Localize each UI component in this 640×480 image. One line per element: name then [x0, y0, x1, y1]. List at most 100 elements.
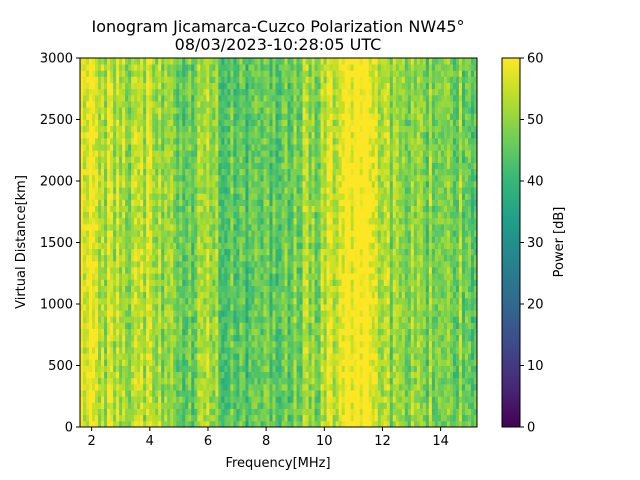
heatmap-cell [119, 396, 123, 403]
heatmap-cell [242, 260, 246, 268]
heatmap-cell [80, 94, 84, 102]
heatmap-cell [164, 396, 168, 403]
heatmap-cell [170, 236, 174, 243]
heatmap-cell [104, 396, 108, 403]
heatmap-cell [275, 285, 279, 293]
heatmap-cell [113, 297, 117, 305]
heatmap-cell [104, 328, 108, 336]
heatmap-cell [293, 377, 297, 385]
heatmap-cell [329, 420, 334, 427]
heatmap-cell [287, 156, 291, 163]
heatmap-cell [314, 224, 318, 231]
heatmap-cell [257, 304, 261, 311]
heatmap-cell [227, 107, 231, 114]
heatmap-cell [287, 402, 291, 409]
heatmap-cell [158, 211, 162, 219]
heatmap-cell [272, 242, 276, 250]
heatmap-cell [260, 279, 264, 286]
heatmap-cell [224, 162, 228, 170]
heatmap-cell [146, 70, 150, 77]
heatmap-cell [239, 273, 243, 280]
heatmap-cell [122, 242, 126, 250]
heatmap-cell [194, 377, 198, 385]
heatmap-cell [155, 248, 159, 256]
heatmap-cell [125, 328, 129, 336]
heatmap-cell [209, 131, 213, 139]
heatmap-cell [110, 414, 114, 422]
heatmap-cell [212, 131, 216, 139]
heatmap-cell [230, 242, 234, 250]
heatmap-cell [263, 328, 267, 336]
heatmap-cell [302, 199, 306, 206]
heatmap-cell [263, 236, 267, 243]
heatmap-cell [326, 420, 331, 427]
heatmap-cell [257, 101, 261, 108]
heatmap-cell [149, 402, 153, 409]
heatmap-cell [200, 402, 204, 409]
heatmap-cell [107, 279, 111, 286]
heatmap-cell [272, 236, 276, 243]
heatmap-cell [278, 377, 282, 385]
heatmap-cell [167, 156, 171, 163]
heatmap-cell [149, 371, 153, 379]
heatmap-cell [224, 236, 228, 243]
heatmap-cell [119, 273, 123, 280]
heatmap-cell [266, 217, 270, 225]
heatmap-cell [167, 371, 171, 379]
heatmap-cell [83, 205, 87, 213]
heatmap-cell [263, 248, 267, 256]
heatmap-cell [146, 340, 150, 348]
heatmap-cell [92, 162, 96, 170]
heatmap-cell [188, 273, 192, 280]
heatmap-cell [299, 365, 303, 373]
heatmap-cell [281, 76, 285, 83]
heatmap-cell [260, 187, 264, 194]
heatmap-cell [257, 76, 261, 83]
heatmap-cell [263, 316, 267, 323]
heatmap-cell [101, 131, 105, 139]
heatmap-cell [185, 260, 189, 268]
heatmap-cell [119, 377, 123, 385]
heatmap-cell [173, 340, 177, 348]
heatmap-cell [101, 304, 105, 311]
heatmap-cell [104, 168, 108, 176]
heatmap-cell [323, 76, 328, 83]
heatmap-cell [287, 291, 291, 299]
heatmap-cell [110, 230, 114, 237]
heatmap-cell [176, 316, 180, 323]
heatmap-cell [215, 119, 219, 127]
heatmap-cell [110, 82, 114, 90]
heatmap-cell [317, 383, 322, 391]
heatmap-cell [308, 371, 312, 379]
heatmap-cell [233, 217, 237, 225]
heatmap-cell [221, 365, 225, 373]
heatmap-cell [146, 316, 150, 323]
heatmap-cell [239, 408, 243, 416]
heatmap-cell [233, 113, 237, 120]
heatmap-cell [251, 248, 255, 256]
heatmap-cell [263, 144, 267, 151]
heatmap-cell [236, 291, 240, 299]
heatmap-cell [308, 248, 312, 256]
heatmap-cell [224, 347, 228, 354]
heatmap-cell [278, 310, 282, 317]
heatmap-cell [146, 420, 150, 427]
heatmap-cell [302, 273, 306, 280]
heatmap-cell [314, 236, 318, 243]
heatmap-cell [167, 334, 171, 342]
heatmap-cell [140, 273, 144, 280]
heatmap-cell [128, 279, 132, 286]
heatmap-cell [326, 168, 331, 176]
heatmap-cell [89, 174, 93, 182]
heatmap-cell [299, 199, 303, 206]
heatmap-cell [269, 230, 273, 237]
heatmap-cell [299, 334, 303, 342]
heatmap-cell [89, 353, 93, 360]
heatmap-cell [317, 334, 322, 342]
heatmap-cell [194, 285, 198, 293]
heatmap-cell [170, 322, 174, 329]
heatmap-cell [134, 291, 138, 299]
heatmap-cell [284, 101, 288, 108]
heatmap-cell [86, 260, 90, 268]
heatmap-cell [191, 224, 195, 231]
